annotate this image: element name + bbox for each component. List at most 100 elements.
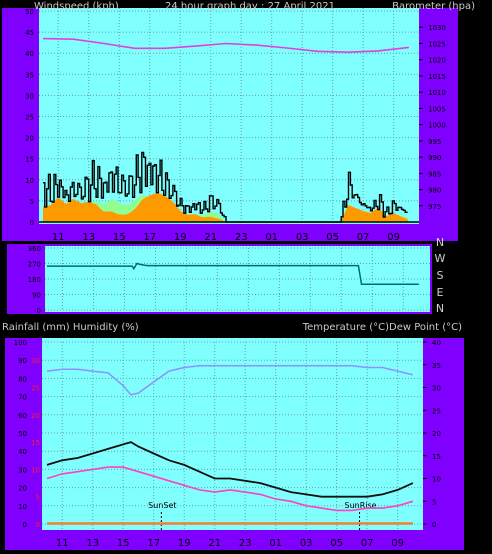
rain-y-tick-label: 0	[36, 521, 40, 529]
wind-x-tick-label: 23	[235, 232, 248, 243]
wind-x-tick-label: 21	[204, 232, 217, 243]
temp-y-tick-label: 35	[432, 362, 441, 370]
baro-y-tick-label: 1025	[428, 40, 446, 48]
compass-label: S	[437, 269, 444, 282]
wind-x-tick-label: 17	[143, 232, 156, 243]
temp-y-tick-label: 30	[432, 385, 441, 393]
temp-grid	[42, 341, 423, 530]
humidity-y-tick-label: 70	[18, 394, 27, 402]
baro-y-tick-label: 990	[428, 154, 441, 162]
temp-x-tick-label: 05	[330, 538, 343, 549]
humidity-y-tick-label: 0	[23, 521, 27, 529]
temp-x-tick-label: 23	[239, 538, 252, 549]
wind-left-axis-panel	[2, 8, 39, 241]
rain-y-tick-label: 30	[31, 357, 40, 365]
humidity-y-tick-label: 30	[18, 466, 27, 474]
barometer-axis-title: Barometer (hpa)	[392, 1, 475, 12]
wind-y-tick-label: 15	[25, 156, 34, 164]
sun-annotation-label: SunRise	[344, 501, 376, 510]
rain-y-tick-label: 25	[31, 385, 40, 393]
temp-axes: 11 13 15 17 19 21 23 01 03 05 07 090102030405060708…	[14, 339, 441, 549]
graph-title: 24 hour graph day : 27 April 2021	[165, 1, 335, 12]
temp-y-tick-label: 5	[432, 498, 436, 506]
temp-x-tick-label: 07	[361, 538, 374, 549]
compass-label: W	[435, 252, 446, 265]
compass-label: N	[436, 302, 444, 315]
baro-y-tick-label: 1005	[428, 105, 446, 113]
temp-x-tick-label: 21	[208, 538, 221, 549]
dewpoint-line	[46, 466, 414, 512]
humidity-y-tick-label: 90	[18, 357, 27, 365]
barometer-line	[42, 37, 409, 54]
temp-y-tick-label: 0	[432, 521, 436, 529]
wind-axis-title: Windspeed (kph)	[34, 1, 119, 12]
rain-humidity-axis-title: Rainfall (mm) Humidity (%)	[2, 322, 139, 333]
wind-y-tick-label: 30	[25, 92, 34, 100]
temp-plot-area	[42, 338, 423, 530]
temp-x-axis-panel	[42, 530, 423, 550]
baro-y-tick-label: 1030	[428, 24, 446, 32]
direction-plot	[47, 262, 419, 285]
temp-x-tick-label: 09	[391, 538, 404, 549]
wind-y-tick-label: 20	[25, 135, 34, 143]
wind-y-tick-label: 40	[25, 50, 34, 58]
wind-y-tick-label: 0	[30, 219, 34, 227]
wind-y-tick-label: 35	[25, 71, 34, 79]
temp-x-tick-label: 13	[86, 538, 99, 549]
temp-dew-axis-title: Temperature (°C)Dew Point (°C)	[302, 322, 462, 333]
wind-y-tick-label: 25	[25, 114, 34, 122]
baro-y-tick-label: 1015	[428, 73, 446, 81]
baro-y-tick-label: 995	[428, 138, 441, 146]
temp-plot: SunSet SunRise	[46, 364, 414, 530]
temp-x-tick-label: 11	[56, 538, 69, 549]
wind-x-tick-label: 05	[326, 232, 339, 243]
wind-gust-fill	[43, 193, 409, 222]
wind-axes: 11 13 15 17 19 21 23 01 03 05 07 090510152025303540…	[25, 8, 446, 243]
temp-y-tick-label: 10	[432, 476, 441, 484]
wind-x-tick-label: 11	[52, 232, 65, 243]
rain-y-tick-label: 20	[31, 412, 40, 420]
wind-x-tick-label: 19	[174, 232, 187, 243]
direction-y-tick-label: 0	[37, 307, 41, 315]
compass-label: N	[436, 236, 444, 249]
windspeed-line	[43, 151, 408, 223]
wind-plot	[39, 37, 419, 223]
temp-y-tick-label: 20	[432, 430, 441, 438]
baro-y-tick-label: 1000	[428, 122, 446, 130]
temperature-line	[46, 441, 414, 498]
baro-right-axis-panel	[419, 8, 458, 241]
temp-x-tick-label: 03	[300, 538, 313, 549]
baro-y-tick-label: 1020	[428, 57, 446, 65]
rain-y-tick-label: 10	[31, 466, 40, 474]
baro-y-tick-label: 975	[428, 203, 441, 211]
temp-x-tick-label: 19	[178, 538, 191, 549]
temp-right-axis-panel	[423, 338, 464, 550]
direction-y-tick-label: 360	[28, 245, 41, 253]
humidity-y-tick-label: 40	[18, 448, 27, 456]
temp-y-tick-label: 25	[432, 407, 441, 415]
wind-x-tick-label: 07	[357, 232, 370, 243]
temp-y-tick-label: 40	[432, 339, 441, 347]
rain-y-tick-label: 15	[31, 439, 40, 447]
wind-x-tick-label: 15	[113, 232, 126, 243]
baro-y-tick-label: 980	[428, 187, 441, 195]
baro-y-tick-label: 1010	[428, 89, 446, 97]
compass-label: E	[437, 286, 444, 299]
humidity-y-tick-label: 20	[18, 485, 27, 493]
humidity-y-tick-label: 80	[18, 375, 27, 383]
wind-y-tick-label: 50	[25, 8, 34, 16]
humidity-y-tick-label: 100	[14, 339, 27, 347]
wind-x-tick-label: 03	[296, 232, 309, 243]
humidity-left-axis-panel	[5, 338, 42, 550]
direction-y-tick-label: 180	[28, 276, 41, 284]
humidity-line	[46, 364, 414, 396]
direction-y-tick-label: 270	[28, 261, 41, 269]
humidity-y-tick-label: 10	[18, 503, 27, 511]
wind-y-tick-label: 10	[25, 177, 34, 185]
humidity-y-tick-label: 60	[18, 412, 27, 420]
temp-x-tick-label: 01	[269, 538, 282, 549]
wind-y-tick-label: 45	[25, 29, 34, 37]
